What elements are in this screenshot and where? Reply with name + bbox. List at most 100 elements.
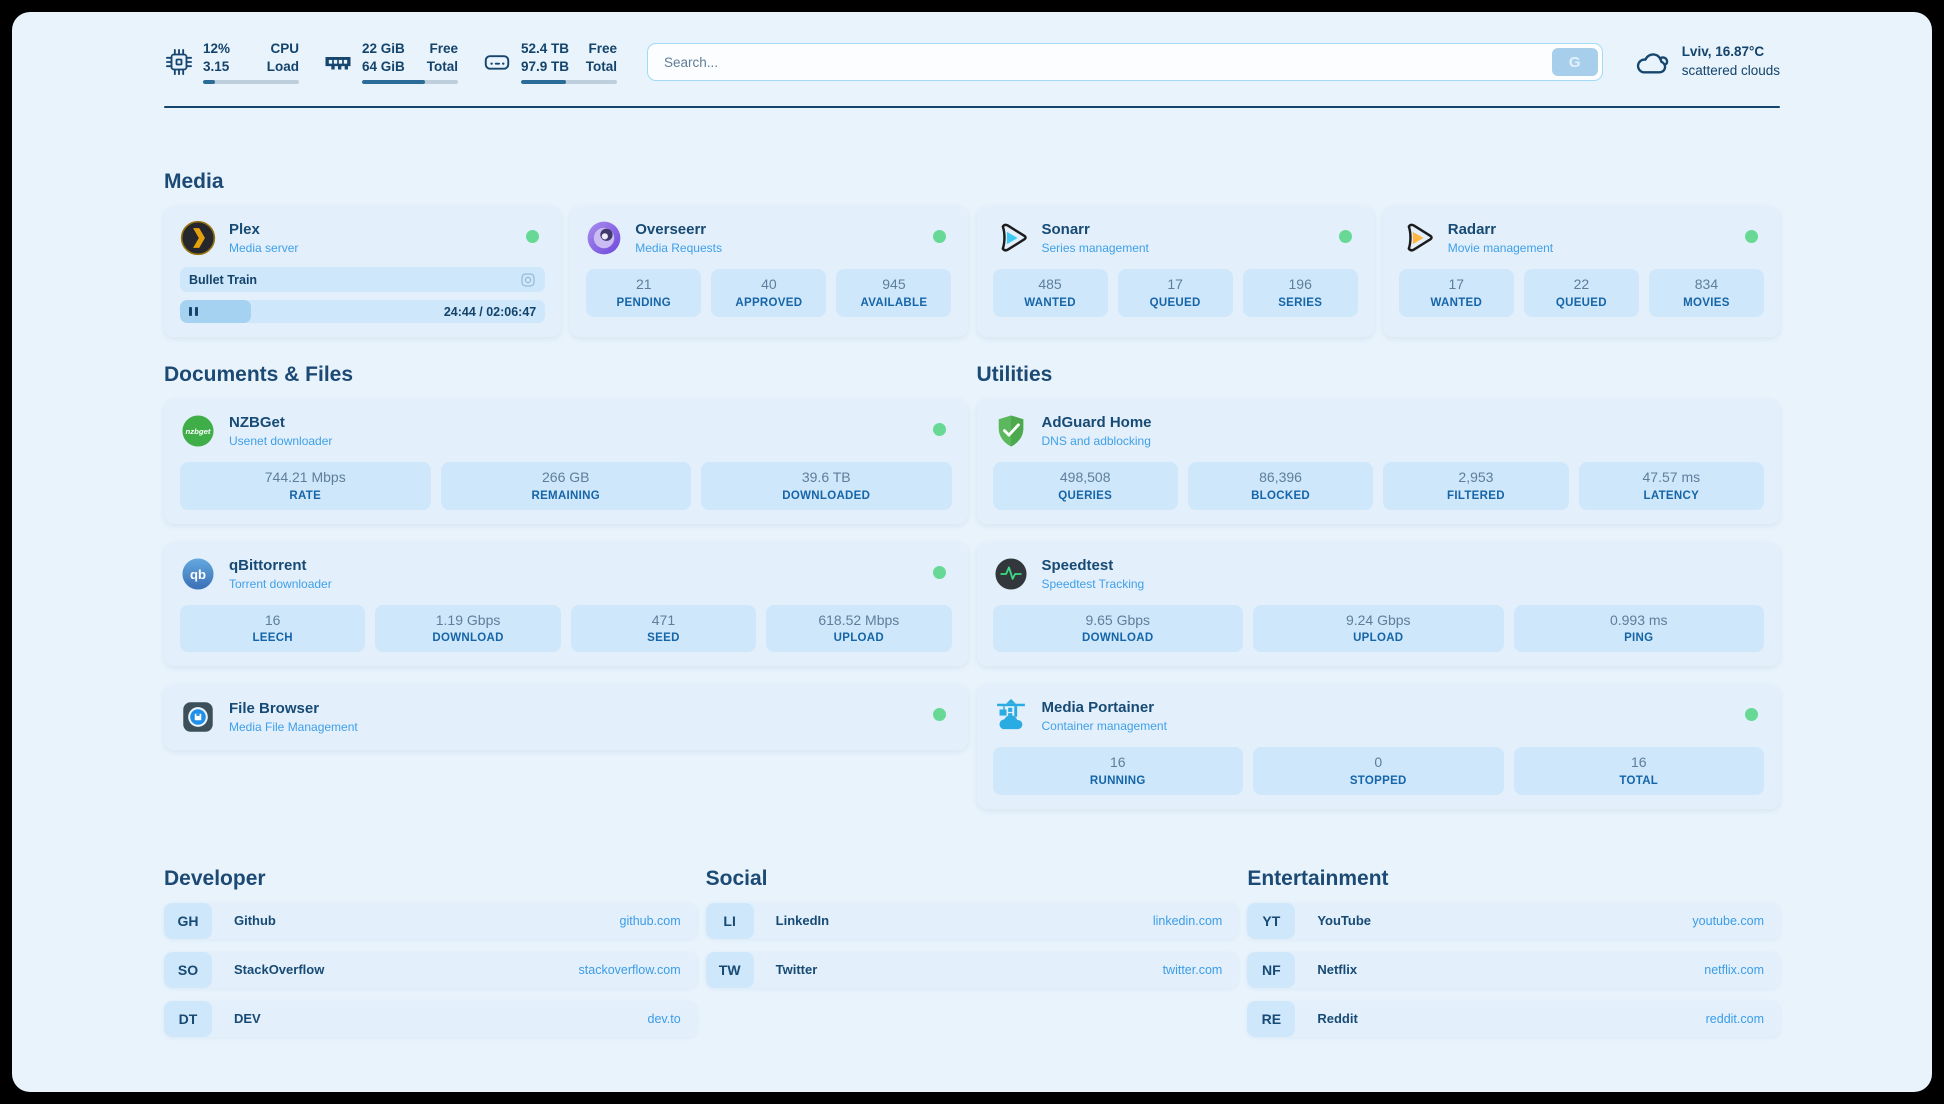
- stat-box: 21 PENDING: [586, 269, 702, 317]
- svg-text:nzbget: nzbget: [185, 427, 210, 436]
- bookmark-twitter[interactable]: TW Twitter twitter.com: [705, 951, 1239, 988]
- app-subtitle: DNS and adblocking: [1041, 434, 1151, 448]
- stat-value: 52.4 TB: [521, 40, 570, 56]
- app-card-portainer[interactable]: Media Portainer Container management 16 R…: [976, 684, 1780, 809]
- bookmark-stackoverflow[interactable]: SO StackOverflow stackoverflow.com: [164, 951, 697, 988]
- section-documents: Documents & Files nzbget NZBGet Usenet d…: [164, 363, 968, 768]
- app-name: qBittorrent: [229, 556, 307, 574]
- nzbget-icon: nzbget: [182, 415, 214, 447]
- stat-box: 196 SERIES: [1242, 269, 1358, 317]
- stat-box: 498,508 QUERIES: [992, 462, 1178, 510]
- app-card-radarr[interactable]: Radarr Movie management 17 WANTED 22 QUEUE…: [1382, 206, 1780, 337]
- bookmark-dev[interactable]: DT DEV dev.to: [164, 1000, 697, 1037]
- radarr-icon: [1407, 223, 1433, 252]
- app-name: Overseerr: [635, 221, 707, 238]
- stat-label: Free: [588, 40, 617, 56]
- weather-widget: Lviv, 16.87°C scattered clouds: [1633, 43, 1780, 81]
- stat-box: 744.21 Mbps RATE: [180, 462, 431, 510]
- app-subtitle: Media File Management: [229, 720, 358, 734]
- stat-box: 834 MOVIES: [1648, 269, 1764, 317]
- section-media: Media Plex Media server Bullet Train: [164, 170, 1780, 337]
- stat-box: 40 APPROVED: [711, 269, 827, 317]
- app-card-sonarr[interactable]: Sonarr Series management 485 WANTED 17 QUE…: [976, 206, 1374, 337]
- bookmark-linkedin[interactable]: LI LinkedIn linkedin.com: [705, 902, 1239, 939]
- pause-icon: [189, 307, 198, 316]
- cloud-icon: [1636, 53, 1668, 74]
- stat-box: 22 QUEUED: [1523, 269, 1639, 317]
- status-dot: [932, 423, 946, 436]
- section-title-utilities: Utilities: [976, 363, 1053, 386]
- stat-box: 16 LEECH: [180, 604, 366, 652]
- bookmark-netflix[interactable]: NF Netflix netflix.com: [1247, 951, 1780, 988]
- app-subtitle: Torrent downloader: [229, 576, 332, 591]
- bookmark-url: dev.to: [647, 1011, 681, 1026]
- status-dot: [1745, 708, 1758, 721]
- app-card-speedtest[interactable]: Speedtest Speedtest Tracking 9.65 Gbps DO…: [976, 541, 1780, 666]
- section-title-documents: Documents & Files: [164, 363, 354, 386]
- bookmark-url: stackoverflow.com: [578, 962, 681, 977]
- search-input[interactable]: [652, 54, 1552, 70]
- app-name: Media Portainer: [1041, 699, 1155, 716]
- filebrowser-icon: [183, 702, 213, 732]
- bookmark-github[interactable]: GH Github github.com: [164, 902, 697, 939]
- app-subtitle: Media server: [229, 241, 299, 255]
- status-dot: [932, 230, 946, 243]
- search-engine-button[interactable]: G: [1551, 48, 1598, 76]
- stat-box: 17 QUEUED: [1117, 269, 1233, 317]
- app-card-filebrowser[interactable]: File Browser Media File Management: [164, 684, 968, 750]
- ram-progress-bar: [362, 80, 458, 85]
- stat-box: 17 WANTED: [1398, 269, 1514, 317]
- bookmark-name: DEV: [234, 1011, 261, 1026]
- section-title-media: Media: [164, 170, 224, 193]
- app-name: Plex: [229, 221, 260, 238]
- stat-box: 266 GB REMAINING: [440, 462, 691, 510]
- section-title-entertainment: Entertainment: [1247, 866, 1389, 890]
- playback-progress: 24:44 / 02:06:47: [180, 300, 546, 323]
- stat-label: Load: [266, 59, 299, 74]
- section-title-developer: Developer: [164, 866, 266, 890]
- system-stats: 12% 3.15 CPU Load: [164, 40, 617, 85]
- app-card-qbittorrent[interactable]: qb qBittorrent Torrent downloader 16 LEEC…: [164, 541, 968, 666]
- app-name: Radarr: [1447, 221, 1497, 238]
- app-card-plex[interactable]: Plex Media server Bullet Train 24:44 / 0…: [164, 206, 562, 337]
- bookmark-name: Twitter: [775, 962, 818, 977]
- status-dot: [1745, 230, 1758, 243]
- sonarr-icon: [1001, 223, 1027, 252]
- session-icon: [521, 272, 535, 287]
- cpu-icon: [166, 49, 192, 76]
- top-bar: 12% 3.15 CPU Load: [164, 30, 1780, 94]
- bookmark-url: twitter.com: [1162, 962, 1223, 977]
- section-utilities: Utilities AdGuard Home DNS and adblockin…: [976, 363, 1780, 827]
- status-dot: [1338, 230, 1352, 243]
- bookmark-name: Github: [234, 913, 276, 928]
- stat-box: 47.57 ms LATENCY: [1578, 462, 1764, 510]
- stat-label: Total: [585, 59, 617, 74]
- bookmark-abbr: RE: [1247, 1000, 1296, 1037]
- bookmark-abbr: DT: [164, 1000, 212, 1037]
- svg-text:qb: qb: [190, 566, 206, 581]
- plex-icon: [180, 220, 216, 256]
- bookmark-youtube[interactable]: YT YouTube youtube.com: [1247, 902, 1780, 939]
- weather-location: Lviv, 16.87°C: [1681, 44, 1765, 60]
- stat-value: 22 GiB: [362, 40, 405, 56]
- bookmarks-entertainment: Entertainment YT YouTube youtube.com NF …: [1247, 867, 1780, 1050]
- app-card-adguard[interactable]: AdGuard Home DNS and adblocking 498,508 Q…: [976, 399, 1780, 524]
- stat-label: Free: [429, 40, 458, 56]
- app-card-overseerr[interactable]: Overseerr Media Requests 21 PENDING 40 APP…: [570, 206, 968, 337]
- app-card-nzbget[interactable]: nzbget NZBGet Usenet downloader 744.21 M…: [164, 399, 968, 524]
- bookmark-name: Reddit: [1317, 1011, 1358, 1026]
- app-subtitle: Series management: [1041, 241, 1149, 255]
- section-title-social: Social: [705, 866, 768, 890]
- playback-time: 24:44 / 02:06:47: [443, 304, 537, 319]
- stat-box: 2,953 FILTERED: [1383, 462, 1569, 510]
- stat-box: 0 STOPPED: [1253, 747, 1504, 795]
- cpu-progress-bar: [203, 80, 299, 85]
- dashboard-page: 12% 3.15 CPU Load: [12, 12, 1932, 1092]
- stat-box: 9.24 Gbps UPLOAD: [1253, 604, 1504, 652]
- app-subtitle: Usenet downloader: [229, 434, 333, 448]
- bookmarks-social: Social LI LinkedIn linkedin.com TW Twitt…: [705, 866, 1239, 1001]
- stat-box: 9.65 Gbps DOWNLOAD: [992, 604, 1243, 652]
- bookmark-reddit[interactable]: RE Reddit reddit.com: [1247, 1000, 1780, 1037]
- bookmark-name: Netflix: [1317, 962, 1358, 977]
